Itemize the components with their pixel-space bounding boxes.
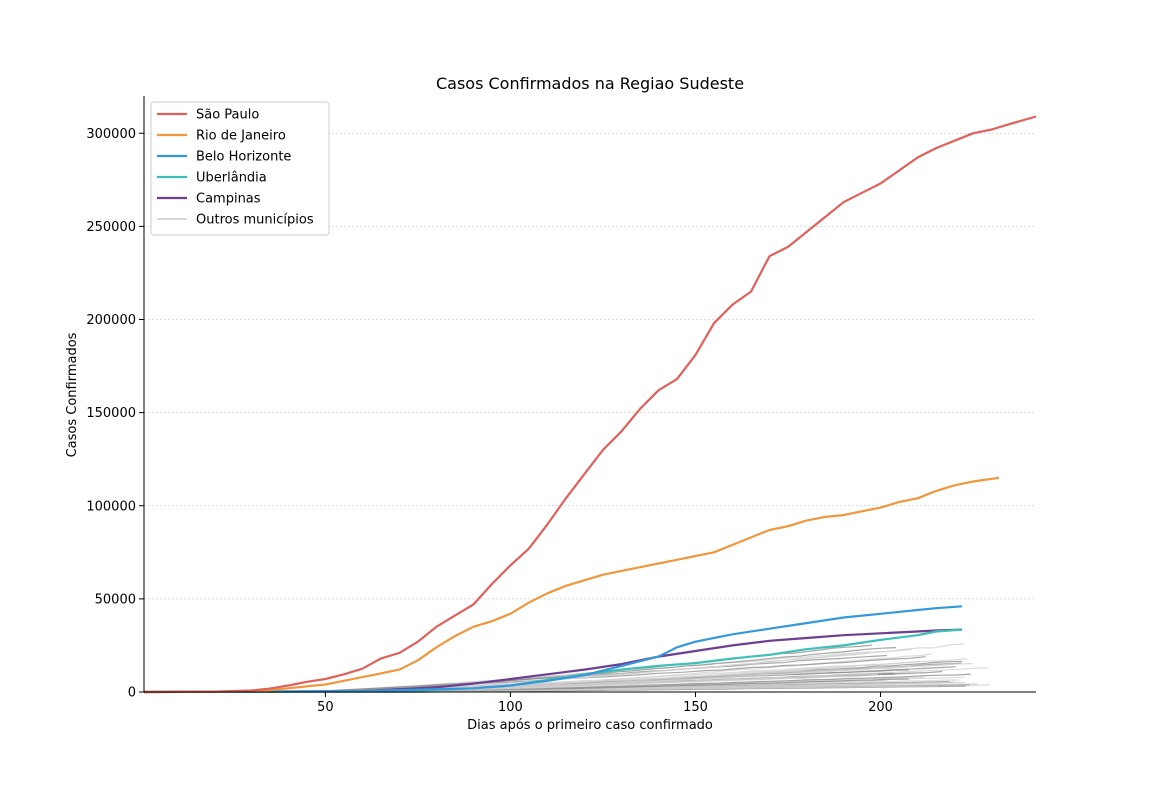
series-lines (143, 115, 1037, 694)
series-line-1 (143, 476, 1000, 694)
y-tick-label-5: 250000 (86, 220, 136, 235)
series-line-4 (143, 628, 963, 694)
other-municipality-line (144, 648, 912, 693)
axes (143, 96, 1036, 693)
y-tick-label-6: 300000 (86, 127, 136, 142)
y-tick-label-0: 0 (128, 686, 136, 701)
y-tick-label-2: 100000 (86, 499, 136, 514)
other-municipality-line (144, 663, 954, 693)
legend-label-3: Uberlândia (196, 171, 267, 186)
other-municipality-line (144, 683, 978, 693)
legend-label-5: Outros municípios (196, 213, 314, 228)
x-tick-label-2: 150 (683, 700, 708, 715)
series-line-0 (143, 115, 1037, 694)
x-tick-label-3: 200 (868, 700, 893, 715)
legend-box (150, 101, 330, 236)
x-tick-label-1: 100 (498, 700, 523, 715)
other-municipality-line (144, 656, 926, 693)
y-axis-label: Casos Confirmados (65, 332, 80, 457)
y-tick-label-4: 200000 (86, 313, 136, 328)
legend-label-0: São Paulo (196, 108, 259, 123)
y-ticks: 0 50000 100000 150000 200000 250000 300000 (86, 127, 144, 701)
legend: São Paulo Rio de Janeiro Belo Horizonte Ube… (150, 101, 330, 236)
series-line-2 (143, 605, 963, 694)
x-tick-label-0: 50 (317, 700, 334, 715)
legend-label-4: Campinas (196, 192, 261, 207)
x-axis-label: Dias após o primeiro caso confirmado (467, 718, 713, 733)
chart-title: Casos Confirmados na Regiao Sudeste (436, 74, 744, 93)
y-tick-label-1: 50000 (95, 592, 136, 607)
other-municipalities-lines (144, 643, 991, 693)
legend-label-2: Belo Horizonte (196, 150, 291, 165)
other-municipality-line (144, 673, 971, 693)
y-tick-label-3: 150000 (86, 406, 136, 421)
x-ticks: 50 100 150 200 (317, 692, 893, 715)
legend-label-1: Rio de Janeiro (196, 129, 286, 144)
